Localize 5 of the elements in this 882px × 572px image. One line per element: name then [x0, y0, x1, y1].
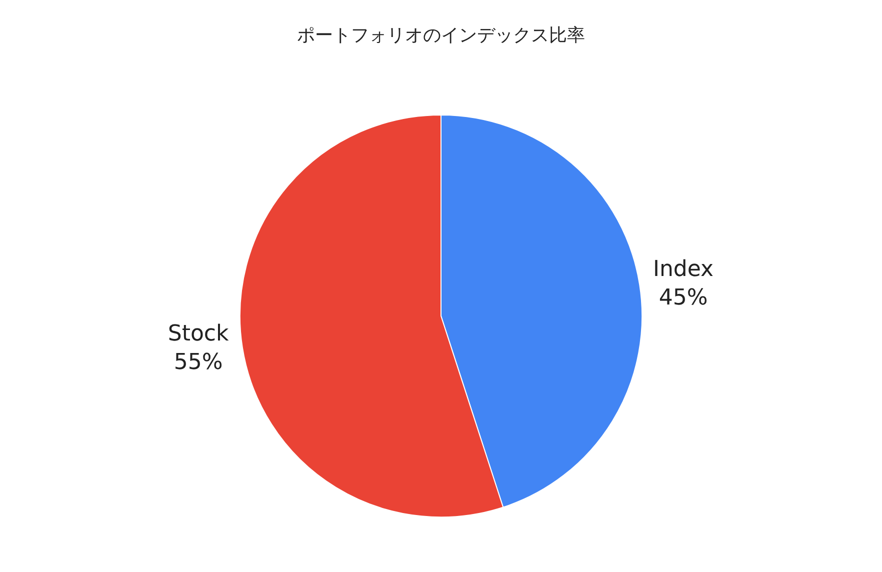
- data-label: 55%: [174, 350, 223, 375]
- slice-label: Stock: [168, 321, 230, 346]
- slice-label: Index: [652, 257, 714, 282]
- data-label: 45%: [658, 286, 708, 311]
- chart-title: ポートフォリオのインデックス比率: [297, 25, 585, 46]
